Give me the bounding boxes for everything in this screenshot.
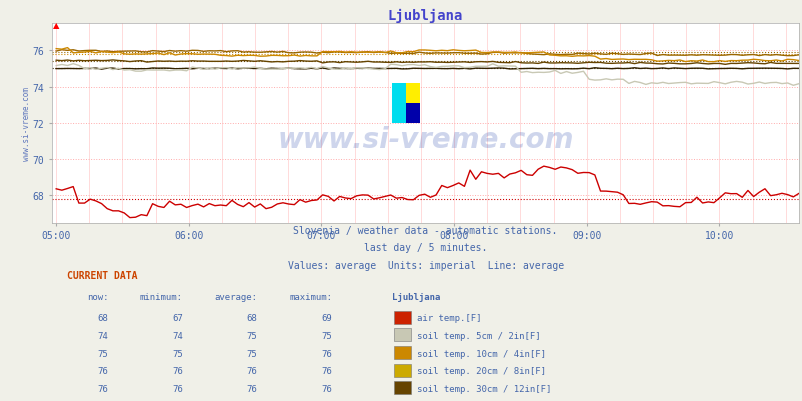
Text: soil temp. 30cm / 12in[F]: soil temp. 30cm / 12in[F] [416, 384, 550, 393]
Bar [394, 311, 410, 324]
Text: 76: 76 [172, 367, 183, 375]
Bar [391, 84, 406, 124]
Bar [391, 84, 419, 124]
Text: Ljubljana: Ljubljana [391, 293, 439, 302]
Text: 75: 75 [321, 331, 332, 340]
Text: 68: 68 [97, 314, 108, 322]
Text: 76: 76 [97, 384, 108, 393]
Text: CURRENT DATA: CURRENT DATA [67, 270, 137, 280]
Text: maximum:: maximum: [289, 293, 332, 302]
Text: 76: 76 [246, 367, 257, 375]
Text: 67: 67 [172, 314, 183, 322]
Text: 75: 75 [97, 349, 108, 358]
Text: 75: 75 [246, 349, 257, 358]
Text: minimum:: minimum: [140, 293, 183, 302]
Text: 76: 76 [321, 367, 332, 375]
Bar [406, 103, 419, 124]
Text: 68: 68 [246, 314, 257, 322]
Text: air temp.[F]: air temp.[F] [416, 314, 480, 322]
Text: 76: 76 [321, 384, 332, 393]
Text: Slovenia / weather data - automatic stations.: Slovenia / weather data - automatic stat… [293, 225, 557, 235]
Title: Ljubljana: Ljubljana [387, 9, 463, 23]
Text: soil temp. 5cm / 2in[F]: soil temp. 5cm / 2in[F] [416, 331, 540, 340]
Text: average:: average: [214, 293, 257, 302]
Text: 74: 74 [172, 331, 183, 340]
Text: soil temp. 20cm / 8in[F]: soil temp. 20cm / 8in[F] [416, 367, 545, 375]
Text: 76: 76 [172, 384, 183, 393]
Text: www.si-vreme.com: www.si-vreme.com [277, 126, 573, 154]
Text: 75: 75 [246, 331, 257, 340]
Text: last day / 5 minutes.: last day / 5 minutes. [363, 243, 487, 253]
Text: 76: 76 [97, 367, 108, 375]
Text: 75: 75 [172, 349, 183, 358]
Text: 74: 74 [97, 331, 108, 340]
Text: Values: average  Units: imperial  Line: average: Values: average Units: imperial Line: av… [287, 260, 563, 270]
Bar [394, 381, 410, 394]
Bar [394, 399, 410, 401]
Text: 69: 69 [321, 314, 332, 322]
Text: 76: 76 [246, 384, 257, 393]
Y-axis label: www.si-vreme.com: www.si-vreme.com [22, 87, 31, 160]
Text: ▲: ▲ [53, 20, 59, 30]
Text: 76: 76 [321, 349, 332, 358]
Bar [394, 364, 410, 377]
Text: now:: now: [87, 293, 108, 302]
Bar [394, 328, 410, 342]
Text: soil temp. 10cm / 4in[F]: soil temp. 10cm / 4in[F] [416, 349, 545, 358]
Bar [394, 346, 410, 359]
